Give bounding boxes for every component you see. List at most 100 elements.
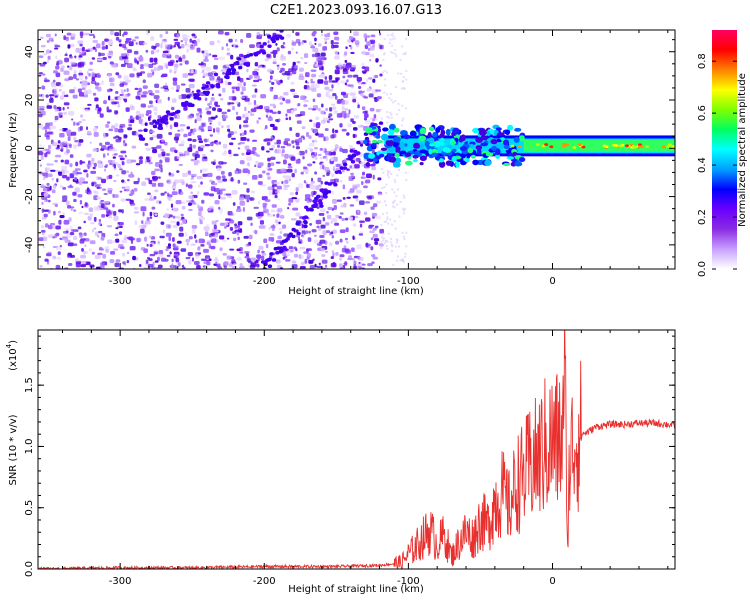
heatmap-cell [140,103,146,108]
heatmap-cell [40,229,46,233]
heatmap-cell [197,184,201,188]
heatmap-cell [209,179,213,183]
heatmap-cell [101,178,107,184]
heatmap-cell [348,44,352,47]
heatmap-cell [156,118,162,123]
heatmap-cell [333,44,339,48]
heatmap-cell [432,131,438,138]
heatmap-cell [486,130,491,137]
heatmap-cell [41,94,45,99]
heatmap-cell [91,57,96,60]
heatmap-cell [156,67,161,72]
heatmap-cell [156,133,163,139]
heatmap-cell [344,108,349,111]
heatmap-cell [221,125,224,129]
heatmap-cell [180,101,186,106]
heatmap-cell [115,238,120,243]
heatmap-cell [306,132,309,137]
heatmap-cell [63,35,66,41]
heatmap-cell [188,114,195,119]
heatmap-cell [263,208,269,214]
heatmap-cell [69,173,75,179]
heatmap-cell [280,67,285,72]
heatmap-cell [145,49,149,53]
heatmap-cell [352,133,356,139]
heatmap-cell [395,241,398,244]
heatmap-cell [49,94,55,97]
heatmap-cell [264,199,271,202]
heatmap-cell [301,126,306,130]
heatmap-cell [397,245,400,248]
heatmap-cell [118,155,124,158]
heatmap-cell [495,127,502,131]
heatmap-cell [314,156,318,161]
heatmap-cell [322,230,327,235]
heatmap-cell [361,70,367,74]
heatmap-cell [284,70,291,76]
heatmap-cell [247,162,250,167]
heatmap-cell [79,125,83,131]
heatmap-cell [317,79,324,84]
heatmap-cell [283,140,289,146]
heatmap-cell [273,53,276,58]
heatmap-cell [144,220,151,225]
heatmap-cell [340,204,345,208]
heatmap-cell [365,242,369,248]
heatmap-cell [344,59,348,63]
heatmap-cell [178,143,185,147]
heatmap-cell [52,255,57,260]
heatmap-cell [396,239,399,242]
heatmap-cell [68,144,72,149]
heatmap-cell [394,152,400,158]
heatmap-cell [316,225,320,229]
heatmap-cell [246,199,250,203]
heatmap-cell [125,59,129,64]
heatmap-cell [363,185,368,189]
heatmap-cell [334,95,338,100]
heatmap-cell [244,112,249,118]
heatmap-cell [369,107,375,112]
heatmap-cell [390,44,393,47]
heatmap-cell [99,266,105,269]
heatmap-cell [221,46,224,51]
heatmap-cell [334,69,340,75]
heatmap-cell [133,180,139,185]
heatmap-cell [38,237,44,242]
heatmap-cell [210,141,214,147]
heatmap-cell [364,37,368,42]
heatmap-cell [402,86,405,89]
heatmap-cell [303,224,308,229]
heatmap-cell [52,142,58,147]
heatmap-cell [123,31,128,35]
heatmap-cell [199,220,203,225]
heatmap-cell [244,97,250,102]
heatmap-cell [114,32,120,37]
heatmap-cell [387,222,390,225]
heatmap-cell [258,34,263,37]
heatmap-cell [58,112,63,116]
heatmap-cell [200,181,203,185]
heatmap-cell [154,260,159,263]
heatmap-cell [226,52,231,56]
heatmap-cell [572,146,577,149]
heatmap-cell [624,144,629,148]
heatmap-cell [282,97,285,102]
heatmap-cell [264,138,270,142]
heatmap-cell [93,190,97,194]
heatmap-cell [497,143,506,149]
heatmap-cell [331,80,338,83]
heatmap-cell [334,129,339,133]
heatmap-cell [49,98,54,103]
heatmap-cell [114,111,119,114]
heatmap-cell [231,189,238,195]
heatmap-cell [123,75,129,81]
heatmap-cell [148,100,153,105]
heatmap-cell [169,147,176,152]
heatmap-cell [398,109,401,112]
heatmap-cell [309,265,315,269]
heatmap-cell [324,250,329,253]
heatmap-cell [179,124,186,127]
heatmap-cell [63,102,70,106]
heatmap-cell [201,86,206,90]
heatmap-cell [73,144,77,150]
